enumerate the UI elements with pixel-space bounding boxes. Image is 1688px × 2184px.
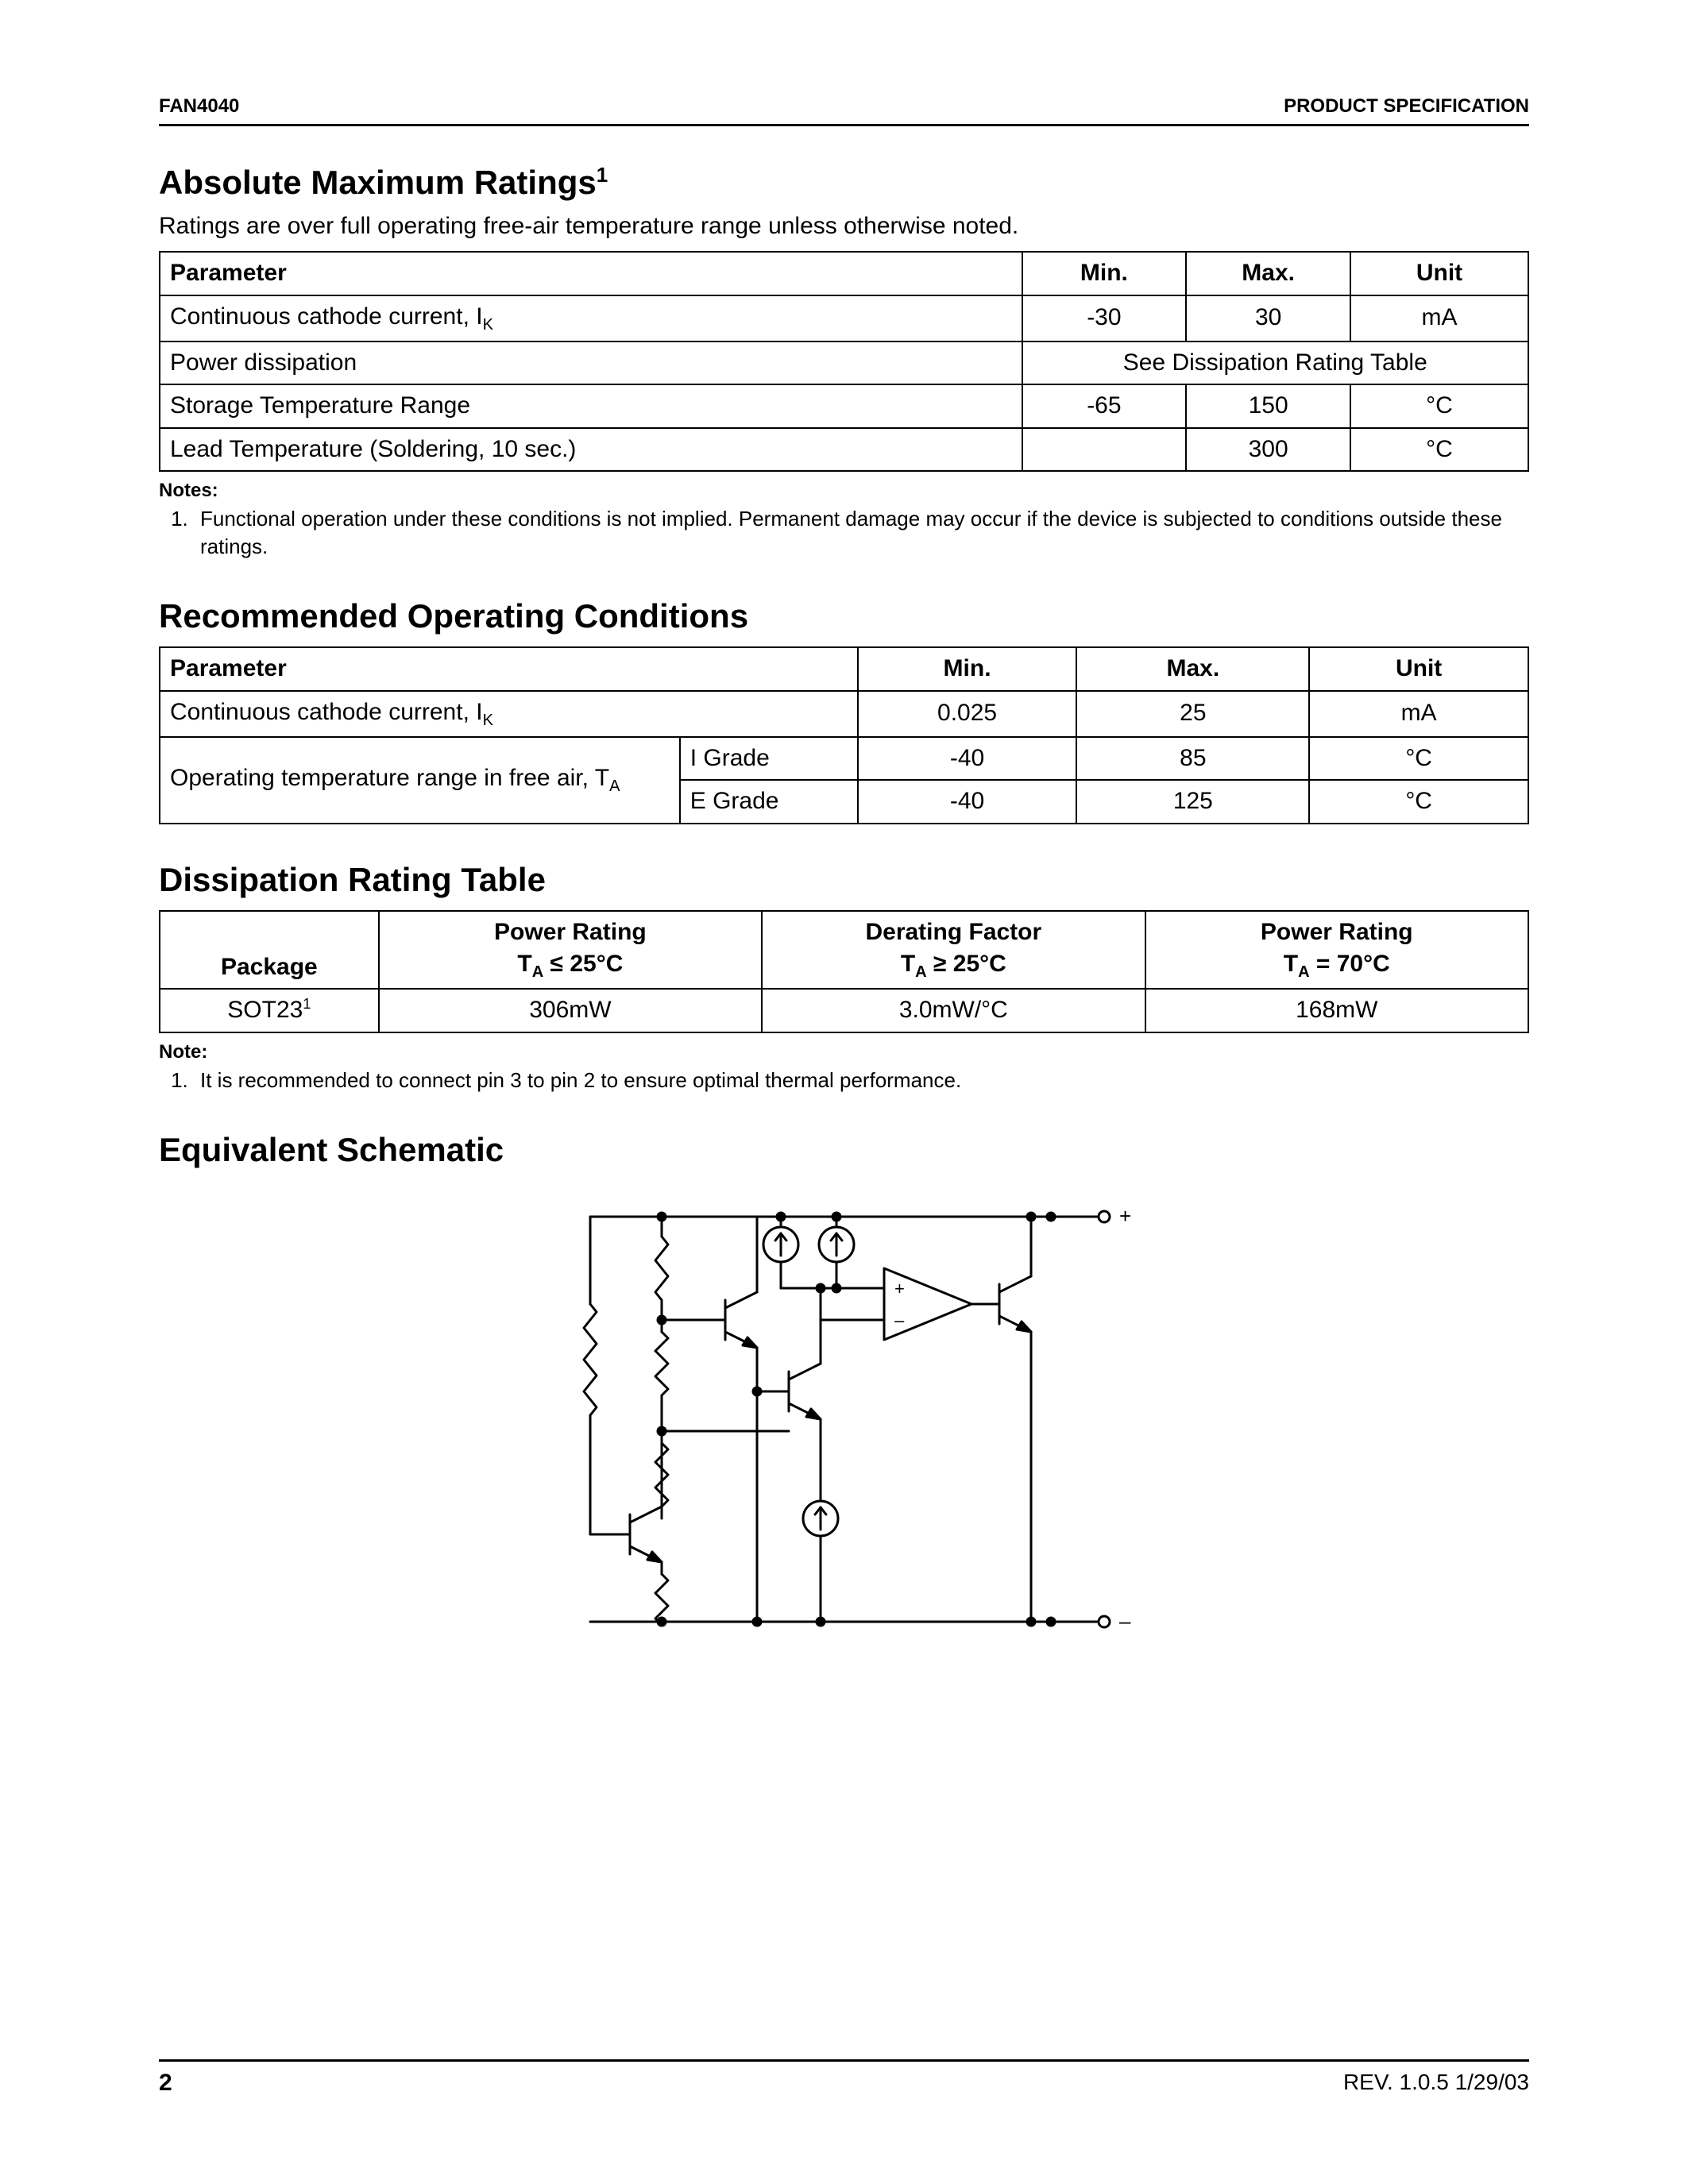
col-pr70-l2: TA = 70°C <box>1156 948 1518 983</box>
cell-max: 30 <box>1186 295 1350 341</box>
col-min: Min. <box>1022 252 1187 295</box>
note-item: Functional operation under these conditi… <box>194 505 1529 561</box>
col-max: Max. <box>1076 647 1309 691</box>
cell-max: 85 <box>1076 737 1309 781</box>
col-parameter: Parameter <box>160 252 1022 295</box>
cell-parameter: Continuous cathode current, IK <box>160 295 1022 341</box>
col-power-rating-70: Power Rating TA = 70°C <box>1145 911 1528 990</box>
dissip-notes: It is recommended to connect pin 3 to pi… <box>159 1067 1529 1094</box>
col-unit: Unit <box>1350 252 1528 295</box>
terminal-minus-label: – <box>1119 1609 1131 1633</box>
dissip-table: Package Power Rating TA ≤ 25°C Derating … <box>159 910 1529 1033</box>
col-unit: Unit <box>1309 647 1528 691</box>
cell-unit: °C <box>1309 737 1528 781</box>
table-row: Parameter Min. Max. Unit <box>160 252 1528 295</box>
cell-pr25: 306mW <box>379 989 762 1032</box>
recop-table: Parameter Min. Max. Unit Continuous cath… <box>159 646 1529 824</box>
table-row: Storage Temperature Range-65150°C <box>160 384 1528 428</box>
note-item: It is recommended to connect pin 3 to pi… <box>194 1067 1529 1094</box>
table-row: SOT231306mW3.0mW/°C168mW <box>160 989 1528 1032</box>
col-pr25-l1: Power Rating <box>389 916 751 949</box>
col-max: Max. <box>1186 252 1350 295</box>
cell-span: See Dissipation Rating Table <box>1022 341 1529 385</box>
cell-grade: E Grade <box>680 780 858 824</box>
absmax-title: Absolute Maximum Ratings1 <box>159 163 1529 202</box>
col-pr25-l2: TA ≤ 25°C <box>389 948 751 983</box>
revision-text: REV. 1.0.5 1/29/03 <box>1343 2070 1529 2097</box>
schematic-title: Equivalent Schematic <box>159 1131 1529 1169</box>
col-df-l1: Derating Factor <box>772 916 1134 949</box>
cell-max: 25 <box>1076 691 1309 737</box>
cell-max: 300 <box>1186 428 1350 472</box>
absmax-subtitle: Ratings are over full operating free-air… <box>159 213 1529 240</box>
col-package: Package <box>160 911 379 990</box>
absmax-notes-label: Notes: <box>159 480 1529 502</box>
header-doc-type: PRODUCT SPECIFICATION <box>1284 95 1529 118</box>
cell-min: 0.025 <box>858 691 1077 737</box>
col-pr70-l1: Power Rating <box>1156 916 1518 949</box>
cell-max: 150 <box>1186 384 1350 428</box>
cell-df: 3.0mW/°C <box>762 989 1145 1032</box>
recop-title: Recommended Operating Conditions <box>159 597 1529 635</box>
cell-parameter: Operating temperature range in free air,… <box>160 737 680 824</box>
table-row: Package Power Rating TA ≤ 25°C Derating … <box>160 911 1528 990</box>
absmax-title-sup: 1 <box>597 163 608 187</box>
table-row: Operating temperature range in free air,… <box>160 737 1528 781</box>
page-number: 2 <box>159 2070 172 2097</box>
col-power-rating-25: Power Rating TA ≤ 25°C <box>379 911 762 990</box>
cell-min: -65 <box>1022 384 1187 428</box>
cell-parameter: Lead Temperature (Soldering, 10 sec.) <box>160 428 1022 472</box>
cell-min <box>1022 428 1187 472</box>
cell-unit: mA <box>1309 691 1528 737</box>
cell-grade: I Grade <box>680 737 858 781</box>
cell-unit: °C <box>1350 428 1528 472</box>
page-footer: 2 REV. 1.0.5 1/29/03 <box>159 2059 1529 2097</box>
cell-package: SOT231 <box>160 989 379 1032</box>
table-row: Continuous cathode current, IK-3030mA <box>160 295 1528 341</box>
table-row: Parameter Min. Max. Unit <box>160 647 1528 691</box>
col-min: Min. <box>858 647 1077 691</box>
equivalent-schematic-diagram: + – + – <box>543 1193 1146 1646</box>
header-part-number: FAN4040 <box>159 95 239 118</box>
cell-min: -30 <box>1022 295 1187 341</box>
cell-unit: °C <box>1350 384 1528 428</box>
opamp-plus-label: + <box>894 1279 905 1298</box>
opamp-minus-label: – <box>894 1310 905 1330</box>
table-row: Lead Temperature (Soldering, 10 sec.) 300… <box>160 428 1528 472</box>
dissip-notes-label: Note: <box>159 1041 1529 1063</box>
cell-parameter: Storage Temperature Range <box>160 384 1022 428</box>
table-row: Power dissipationSee Dissipation Rating … <box>160 341 1528 385</box>
absmax-notes: Functional operation under these conditi… <box>159 505 1529 561</box>
absmax-table: Parameter Min. Max. Unit Continuous cath… <box>159 251 1529 472</box>
col-parameter: Parameter <box>160 647 858 691</box>
cell-parameter: Power dissipation <box>160 341 1022 385</box>
schematic-container: + – + – <box>159 1193 1529 1646</box>
terminal-plus-label: + <box>1119 1204 1131 1228</box>
col-df-l2: TA ≥ 25°C <box>772 948 1134 983</box>
cell-pr70: 168mW <box>1145 989 1528 1032</box>
cell-min: -40 <box>858 737 1077 781</box>
cell-min: -40 <box>858 780 1077 824</box>
cell-parameter: Continuous cathode current, IK <box>160 691 858 737</box>
cell-max: 125 <box>1076 780 1309 824</box>
col-derating-factor: Derating Factor TA ≥ 25°C <box>762 911 1145 990</box>
cell-unit: °C <box>1309 780 1528 824</box>
cell-unit: mA <box>1350 295 1528 341</box>
absmax-title-text: Absolute Maximum Ratings <box>159 164 597 201</box>
dissip-title: Dissipation Rating Table <box>159 861 1529 899</box>
table-row: Continuous cathode current, IK0.02525mA <box>160 691 1528 737</box>
page-header: FAN4040 PRODUCT SPECIFICATION <box>159 95 1529 126</box>
